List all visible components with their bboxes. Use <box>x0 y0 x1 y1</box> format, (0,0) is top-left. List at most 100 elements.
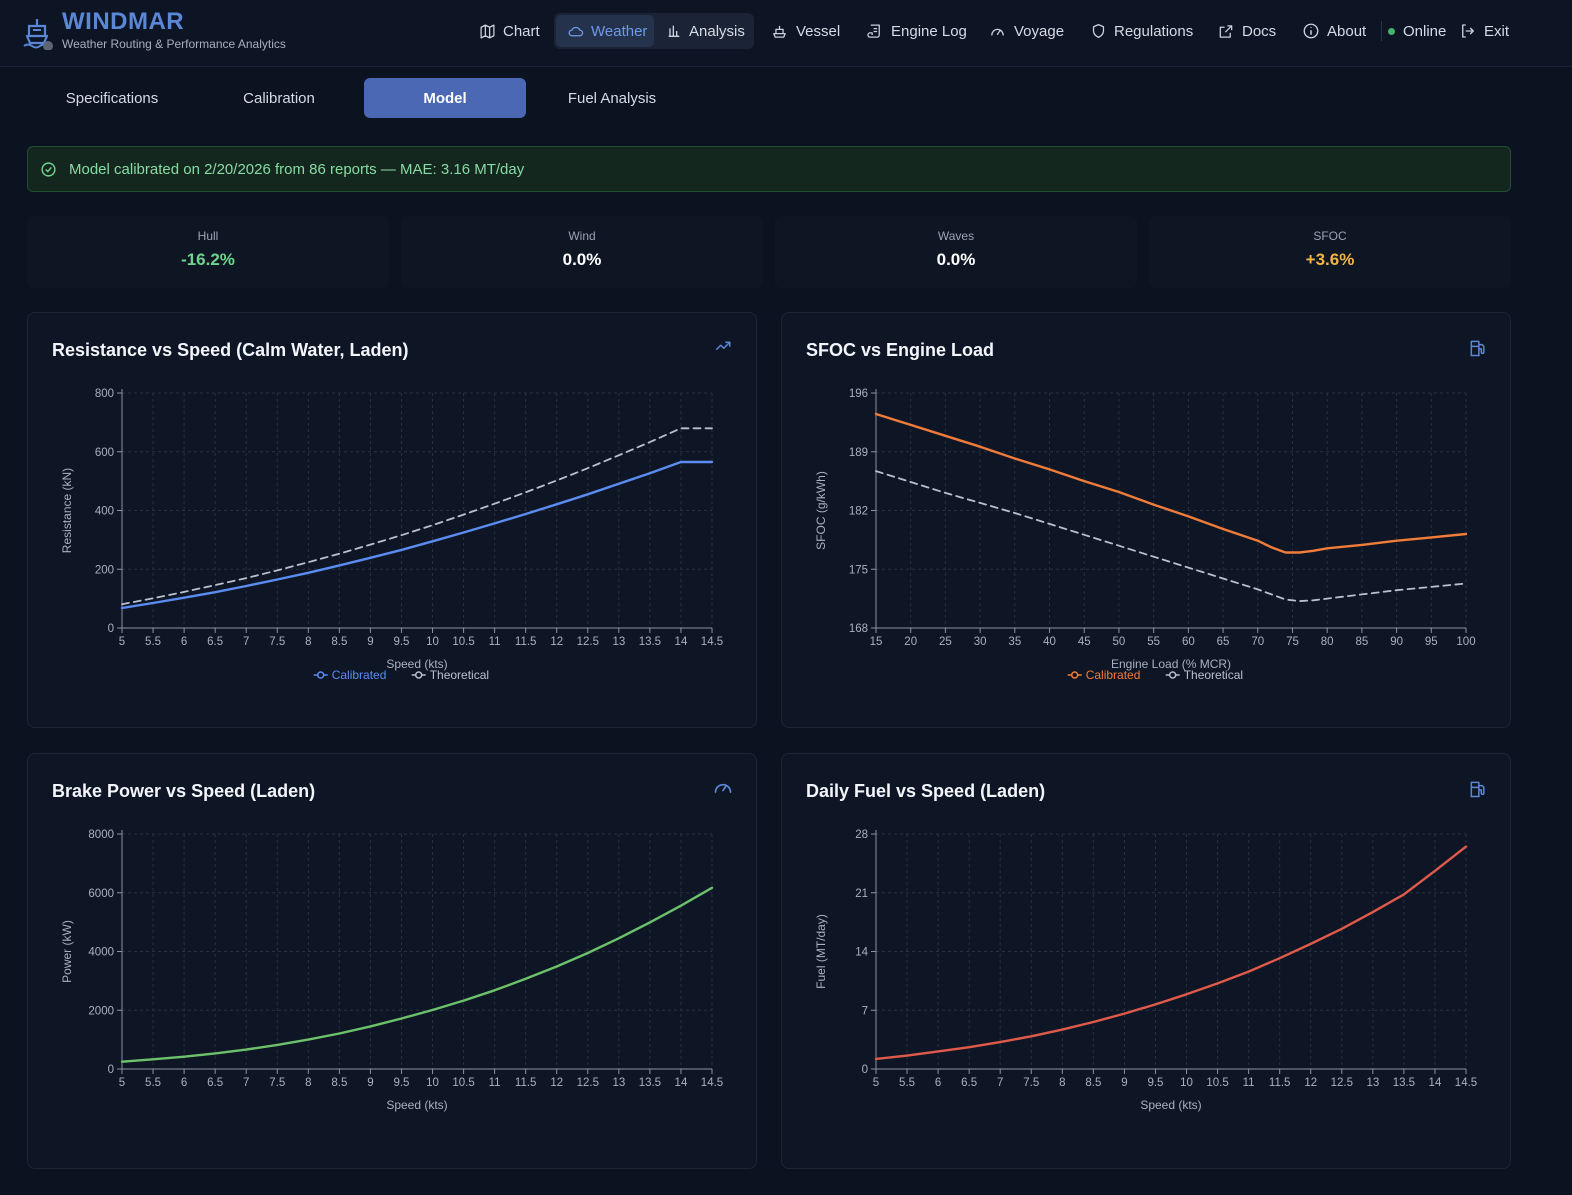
x-tick-label: 13.5 <box>1393 1077 1415 1089</box>
power-chart-plot: 5 5.5 6 6.5 7 7.5 8 8.5 9 9.5 10 10.5 11 11.5 12 12.5 13… <box>60 829 723 1112</box>
x-tick-label: 9 <box>367 636 373 648</box>
sfoc-chart-card: SFOC vs Engine Load 15 20 25 30 35 40 45 50 55 60… <box>781 312 1511 728</box>
nav-regulations[interactable]: Regulations <box>1090 13 1193 49</box>
legend-label: Theoretical <box>430 668 489 682</box>
nav-analysis[interactable]: Analysis <box>666 13 745 49</box>
x-tick-label: 8 <box>305 1077 311 1089</box>
x-tick-label: 7 <box>997 1077 1003 1089</box>
stat-label: Wind <box>568 229 596 243</box>
gauge-icon <box>991 28 1004 36</box>
tab-calibration[interactable]: Calibration <box>243 89 315 107</box>
nav-weather[interactable]: Weather <box>567 13 647 49</box>
brand[interactable]: WINDMAR Weather Routing & Performance An… <box>18 8 286 52</box>
x-tick-label: 14 <box>675 636 688 648</box>
x-tick-label: 12 <box>1304 1077 1317 1089</box>
x-tick-label: 12 <box>550 636 563 648</box>
nav-chart-label: Chart <box>503 22 540 40</box>
x-axis-label: Speed (kts) <box>1140 1098 1201 1112</box>
stat-value: 0.0% <box>936 250 976 269</box>
x-tick-label: 25 <box>939 636 952 648</box>
y-tick-label: 0 <box>108 1064 114 1076</box>
online-dot-icon <box>1388 27 1395 35</box>
nav-voyage-label: Voyage <box>1014 22 1065 40</box>
x-tick-label: 12.5 <box>577 636 599 648</box>
sfoc-chart-plot: 15 20 25 30 35 40 45 50 55 60 65 70 75 80 85 90 95 100 168… <box>814 388 1476 682</box>
nav-vessel[interactable]: Vessel <box>770 13 840 49</box>
x-tick-label: 65 <box>1217 636 1230 648</box>
fuel-chart-card: Daily Fuel vs Speed (Laden) 5 5.5 6 6.5 7 7.5… <box>781 753 1511 1169</box>
series-line-theoretical <box>875 470 1467 603</box>
nav-docs[interactable]: Docs <box>1217 13 1276 49</box>
x-tick-label: 14.5 <box>701 636 723 648</box>
x-tick-label: 8.5 <box>331 1077 347 1089</box>
x-tick-label: 9 <box>367 1077 373 1089</box>
series-line-main <box>874 845 1468 1061</box>
y-tick-label: 4000 <box>88 947 114 959</box>
top-navbar: WINDMAR Weather Routing & Performance An… <box>0 0 1572 67</box>
series-line-calibrated <box>120 460 714 610</box>
trending-up-icon <box>712 337 734 360</box>
x-tick-label: 11.5 <box>515 636 537 648</box>
x-tick-label: 6 <box>181 1077 187 1089</box>
tab-fuel-analysis[interactable]: Fuel Analysis <box>567 89 657 107</box>
y-tick-label: 6000 <box>88 888 114 900</box>
shield-icon <box>1092 23 1105 39</box>
x-tick-label: 13 <box>612 1077 625 1089</box>
chart-title: Resistance vs Speed (Calm Water, Laden) <box>52 340 409 360</box>
nav-engine-log[interactable]: Engine Log <box>866 13 967 49</box>
x-tick-label: 10.5 <box>1206 1077 1228 1089</box>
legend-item[interactable]: Calibrated <box>313 668 387 682</box>
nav-voyage[interactable]: Voyage <box>988 13 1064 49</box>
stat-sfoc: SFOC +3.6% <box>1149 216 1511 288</box>
x-tick-label: 95 <box>1425 636 1438 648</box>
check-circle-icon <box>41 161 56 177</box>
y-axis-label: Resistance (kN) <box>60 468 74 553</box>
stat-label: SFOC <box>1313 229 1347 243</box>
x-tick-label: 12.5 <box>577 1077 599 1089</box>
chart-title: Daily Fuel vs Speed (Laden) <box>806 781 1046 801</box>
resistance-chart-card: Resistance vs Speed (Calm Water, Laden) … <box>27 312 757 728</box>
x-tick-label: 10 <box>1180 1077 1193 1089</box>
y-tick-label: 0 <box>862 1064 868 1076</box>
x-tick-label: 13.5 <box>639 636 661 648</box>
exit-button[interactable]: Exit <box>1459 13 1509 49</box>
x-tick-label: 15 <box>870 636 883 648</box>
x-tick-label: 10.5 <box>452 1077 474 1089</box>
x-tick-label: 13 <box>1366 1077 1379 1089</box>
x-tick-label: 9.5 <box>393 1077 409 1089</box>
x-tick-label: 7 <box>243 1077 249 1089</box>
x-tick-label: 5.5 <box>145 1077 161 1089</box>
y-tick-label: 800 <box>95 388 114 400</box>
x-tick-label: 11 <box>1243 1077 1255 1089</box>
nav-about[interactable]: About <box>1302 13 1366 49</box>
y-tick-label: 7 <box>862 1005 868 1017</box>
nav-vessel-label: Vessel <box>796 22 841 40</box>
x-tick-label: 7.5 <box>269 1077 285 1089</box>
x-tick-label: 8.5 <box>1085 1077 1101 1089</box>
cloud-icon <box>568 26 584 36</box>
gauge-icon <box>712 778 734 803</box>
x-tick-label: 11.5 <box>515 1077 537 1089</box>
legend-item[interactable]: Calibrated <box>1067 668 1141 682</box>
x-tick-label: 5.5 <box>145 636 161 648</box>
tab-model[interactable]: Model <box>364 78 526 118</box>
nav-chart[interactable]: Chart <box>479 13 540 49</box>
info-icon <box>1303 23 1319 39</box>
x-tick-label: 60 <box>1182 636 1195 648</box>
x-tick-label: 6.5 <box>207 636 223 648</box>
nav-analysis-label: Analysis <box>689 22 745 40</box>
y-tick-label: 196 <box>849 388 868 400</box>
nav-regulations-label: Regulations <box>1114 22 1194 40</box>
x-tick-label: 14 <box>675 1077 688 1089</box>
tab-specifications[interactable]: Specifications <box>65 89 159 107</box>
legend-item[interactable]: Theoretical <box>1165 668 1243 682</box>
x-tick-label: 12.5 <box>1331 1077 1353 1089</box>
power-chart-card: Brake Power vs Speed (Laden) 5 5.5 6 6.5 7 7.… <box>27 753 757 1169</box>
x-tick-label: 8 <box>1059 1077 1065 1089</box>
x-tick-label: 13 <box>612 636 625 648</box>
app-subtitle: Weather Routing & Performance Analytics <box>62 37 286 51</box>
legend-item[interactable]: Theoretical <box>411 668 489 682</box>
fuel-pump-icon <box>1468 778 1488 805</box>
x-tick-label: 75 <box>1286 636 1299 648</box>
nav-divider <box>1381 21 1382 41</box>
